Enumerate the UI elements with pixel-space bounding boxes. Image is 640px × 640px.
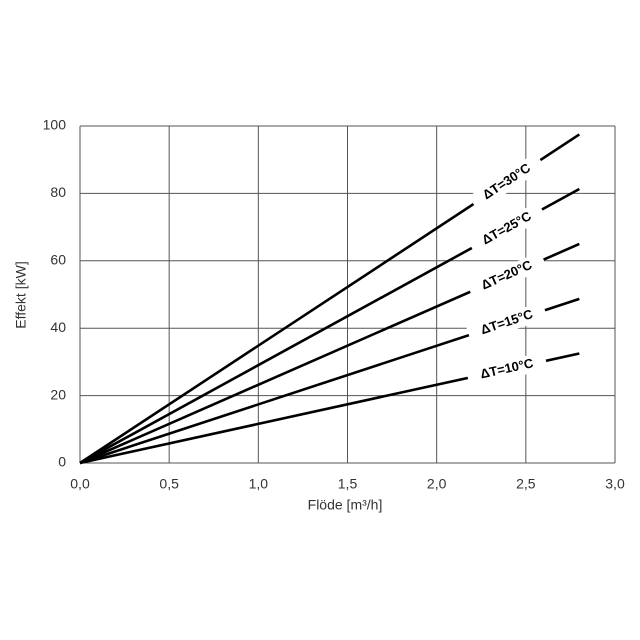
- y-tick-label: 80: [50, 184, 66, 200]
- x-axis-label: Flöde [m³/h]: [308, 497, 383, 513]
- x-tick-label: 1,5: [338, 476, 358, 492]
- x-tick-label: 2,5: [516, 476, 536, 492]
- y-tick-label: 100: [43, 117, 67, 133]
- label-background: [468, 152, 546, 212]
- x-tick-label: 0,5: [159, 476, 179, 492]
- label-background: [466, 251, 548, 301]
- y-tick-label: 20: [50, 386, 66, 402]
- x-tick-label: 3,0: [605, 476, 625, 492]
- x-tick-label: 1,0: [249, 476, 269, 492]
- label-background: [466, 301, 548, 344]
- label-background: [467, 201, 547, 256]
- y-tick-label: 40: [50, 319, 66, 335]
- x-tick-label: 0,0: [70, 476, 90, 492]
- x-tick-label: 2,0: [427, 476, 447, 492]
- y-tick-label: 0: [58, 454, 66, 470]
- label-background: [465, 351, 548, 387]
- y-axis-label: Effekt [kW]: [13, 261, 29, 328]
- y-tick-label: 60: [50, 252, 66, 268]
